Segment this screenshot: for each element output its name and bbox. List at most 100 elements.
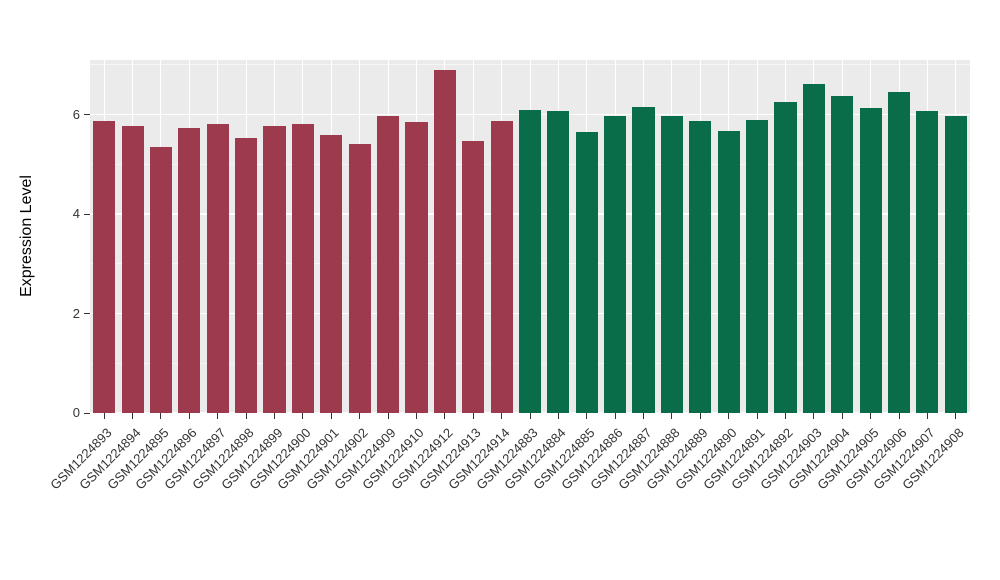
x-tick-mark bbox=[330, 413, 332, 419]
x-tick-mark bbox=[472, 413, 474, 419]
x-tick-label: GSM1224883 bbox=[473, 425, 541, 493]
x-tick-label: GSM1224903 bbox=[757, 425, 825, 493]
x-tick-mark bbox=[274, 413, 276, 419]
bar bbox=[263, 125, 286, 413]
bar bbox=[320, 134, 343, 413]
bar bbox=[859, 108, 882, 413]
bar bbox=[178, 128, 201, 413]
bar bbox=[93, 120, 116, 413]
x-tick-label: GSM1224894 bbox=[75, 425, 144, 493]
bar bbox=[547, 110, 570, 413]
x-tick-label: GSM1224890 bbox=[671, 425, 740, 493]
bar bbox=[206, 124, 229, 413]
x-tick-mark bbox=[103, 413, 105, 419]
bar bbox=[916, 110, 939, 413]
bar bbox=[717, 131, 740, 413]
x-tick-mark bbox=[728, 413, 730, 419]
x-tick-mark bbox=[870, 413, 872, 419]
x-tick-label: GSM1224899 bbox=[217, 425, 286, 493]
x-tick-label: GSM1224902 bbox=[302, 425, 371, 493]
bar bbox=[660, 116, 683, 413]
x-tick-mark bbox=[614, 413, 616, 419]
bar bbox=[462, 140, 485, 413]
x-tick-label: GSM1224893 bbox=[47, 425, 115, 493]
x-tick-label: GSM1224888 bbox=[615, 425, 683, 493]
bar bbox=[490, 120, 513, 413]
bar bbox=[887, 92, 911, 413]
x-tick-mark bbox=[217, 413, 219, 419]
x-tick-label: GSM1224884 bbox=[501, 425, 569, 493]
y-axis-title: Expression Level bbox=[18, 175, 35, 297]
x-tick-label: GSM1224886 bbox=[558, 425, 626, 493]
x-tick-mark bbox=[387, 413, 389, 419]
x-tick-label: GSM1224901 bbox=[274, 425, 342, 493]
x-tick-mark bbox=[671, 413, 673, 419]
x-tick-label: GSM1224885 bbox=[530, 425, 598, 493]
x-tick-mark bbox=[926, 413, 928, 419]
plot-panel bbox=[90, 60, 970, 413]
x-tick-mark bbox=[188, 413, 190, 419]
x-tick-mark bbox=[557, 413, 559, 419]
bar bbox=[348, 143, 371, 413]
bar bbox=[376, 115, 400, 413]
x-tick-mark bbox=[813, 413, 815, 419]
bar bbox=[518, 109, 542, 413]
x-tick-mark bbox=[160, 413, 162, 419]
x-tick-label: GSM1224904 bbox=[785, 425, 853, 493]
x-tick-mark bbox=[898, 413, 900, 419]
x-tick-mark bbox=[415, 413, 417, 419]
x-tick-mark bbox=[529, 413, 531, 419]
x-tick-label: GSM1224898 bbox=[189, 425, 257, 493]
x-tick-mark bbox=[132, 413, 134, 419]
bar bbox=[575, 132, 598, 413]
x-tick-mark bbox=[643, 413, 645, 419]
x-tick-label: GSM1224891 bbox=[700, 425, 768, 493]
y-tick-label: 2 bbox=[72, 305, 80, 321]
bar bbox=[632, 107, 655, 413]
bar bbox=[149, 147, 173, 413]
y-tick-label: 4 bbox=[72, 206, 80, 222]
bar bbox=[774, 102, 797, 413]
x-tick-label: GSM1224913 bbox=[416, 425, 484, 493]
bar bbox=[746, 119, 769, 413]
x-tick-label: GSM1224892 bbox=[728, 425, 797, 493]
x-tick-mark bbox=[841, 413, 843, 419]
x-tick-mark bbox=[501, 413, 503, 419]
x-tick-label: GSM1224887 bbox=[586, 425, 655, 493]
bar bbox=[291, 124, 314, 413]
bar bbox=[944, 116, 967, 413]
x-tick-label: GSM1224897 bbox=[161, 425, 229, 493]
x-tick-mark bbox=[955, 413, 957, 419]
x-tick-label: GSM1224895 bbox=[104, 425, 172, 493]
y-tick-label: 6 bbox=[72, 106, 80, 122]
x-tick-label: GSM1224889 bbox=[643, 425, 711, 493]
bar bbox=[433, 69, 456, 413]
x-tick-label: GSM1224908 bbox=[899, 425, 967, 493]
bar bbox=[802, 83, 825, 413]
bar bbox=[121, 125, 144, 413]
x-tick-label: GSM1224907 bbox=[870, 425, 939, 493]
bar bbox=[235, 138, 258, 413]
y-tick-label: 0 bbox=[72, 405, 80, 420]
x-tick-label: GSM1224909 bbox=[331, 425, 399, 493]
x-tick-mark bbox=[302, 413, 304, 419]
x-tick-mark bbox=[586, 413, 588, 419]
bar bbox=[405, 122, 428, 413]
x-tick-label: GSM1224896 bbox=[132, 425, 200, 493]
x-tick-label: GSM1224912 bbox=[388, 425, 456, 493]
bar bbox=[831, 95, 854, 413]
x-tick-label: GSM1224906 bbox=[842, 425, 910, 493]
x-tick-mark bbox=[245, 413, 247, 419]
x-tick-mark bbox=[699, 413, 701, 419]
x-tick-label: GSM1224900 bbox=[246, 425, 314, 493]
x-tick-mark bbox=[756, 413, 758, 419]
x-tick-label: GSM1224910 bbox=[359, 425, 428, 493]
x-tick-mark bbox=[444, 413, 446, 419]
x-tick-mark bbox=[784, 413, 786, 419]
x-tick-label: GSM1224914 bbox=[444, 425, 513, 493]
bar bbox=[604, 116, 627, 413]
bar bbox=[689, 120, 712, 413]
x-tick-label: GSM1224905 bbox=[813, 425, 882, 493]
x-tick-mark bbox=[359, 413, 361, 419]
